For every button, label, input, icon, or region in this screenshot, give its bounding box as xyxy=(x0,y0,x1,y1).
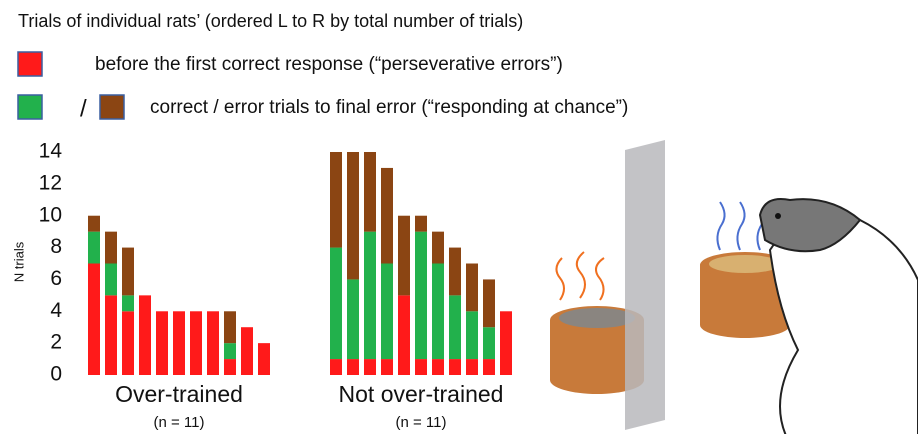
bar-segment xyxy=(122,247,134,296)
y-tick-label: 8 xyxy=(50,235,62,258)
y-tick-label: 10 xyxy=(39,203,62,226)
bar-segment xyxy=(415,215,427,232)
legend-separator: / xyxy=(80,95,87,122)
y-tick-label: 2 xyxy=(50,331,62,354)
bar-segment xyxy=(432,231,444,264)
bar-segment xyxy=(466,359,478,375)
bar-segment xyxy=(241,327,253,375)
y-tick-label: 14 xyxy=(39,140,63,163)
bar-segment xyxy=(432,359,444,375)
bar-segment xyxy=(105,231,117,264)
group-n-label: (n = 11) xyxy=(396,414,447,431)
bar-segment xyxy=(173,311,185,375)
bar-segment xyxy=(381,359,393,375)
bar-segment xyxy=(364,231,376,360)
bar-segment xyxy=(483,359,495,375)
bar-segment xyxy=(122,295,134,312)
bar-segment xyxy=(224,359,236,375)
bar-segment xyxy=(330,247,342,360)
bar-segment xyxy=(224,343,236,360)
y-tick-label: 0 xyxy=(50,363,62,386)
bar-segment xyxy=(224,311,236,344)
bar-segment xyxy=(483,327,495,360)
bar-segment xyxy=(105,263,117,296)
bar-segment xyxy=(364,152,376,232)
bar-segment xyxy=(483,279,495,328)
bar-segment xyxy=(156,311,168,375)
y-axis-label: N trials xyxy=(11,241,26,282)
bar-segment xyxy=(466,311,478,360)
bar-segment xyxy=(190,311,202,375)
bar-segment xyxy=(415,231,427,360)
legend-swatch xyxy=(17,94,43,120)
group-label: Not over-trained xyxy=(339,381,504,407)
legend-label: before the first correct response (“pers… xyxy=(95,54,563,75)
legend-swatch xyxy=(17,51,43,77)
group-label: Over-trained xyxy=(115,381,243,407)
bar-segment xyxy=(381,167,393,264)
bar-segment xyxy=(139,295,151,375)
chart-title: Trials of individual rats’ (ordered L to… xyxy=(18,11,523,31)
bar-segment xyxy=(207,311,219,375)
bar-segment xyxy=(88,263,100,375)
bar-segment xyxy=(398,295,410,375)
bar-segment xyxy=(449,295,461,360)
bar-segment xyxy=(88,215,100,232)
legend-swatch xyxy=(99,94,125,120)
bar-segment xyxy=(330,359,342,375)
group-n-label: (n = 11) xyxy=(154,414,205,431)
bar-segment xyxy=(432,263,444,360)
bar-segment xyxy=(347,152,359,280)
bar-segment xyxy=(381,263,393,360)
bar-segment xyxy=(398,215,410,296)
bar-segment xyxy=(466,263,478,312)
bar-segment xyxy=(258,343,270,375)
y-tick-label: 6 xyxy=(50,267,62,290)
bar-segment xyxy=(415,359,427,375)
bar-segment xyxy=(330,152,342,248)
bar-segment xyxy=(122,311,134,375)
bar-segment xyxy=(449,359,461,375)
y-tick-label: 12 xyxy=(39,171,62,194)
bar-segment xyxy=(449,247,461,296)
legend-label: correct / error trials to final error (“… xyxy=(150,97,628,118)
bar-segment xyxy=(105,295,117,375)
bar-segment xyxy=(500,311,512,375)
bar-segment xyxy=(88,231,100,264)
illustration xyxy=(550,140,918,434)
bar-segment xyxy=(364,359,376,375)
bar-segment xyxy=(347,279,359,360)
bar-segment xyxy=(347,359,359,375)
y-tick-label: 4 xyxy=(50,299,62,322)
